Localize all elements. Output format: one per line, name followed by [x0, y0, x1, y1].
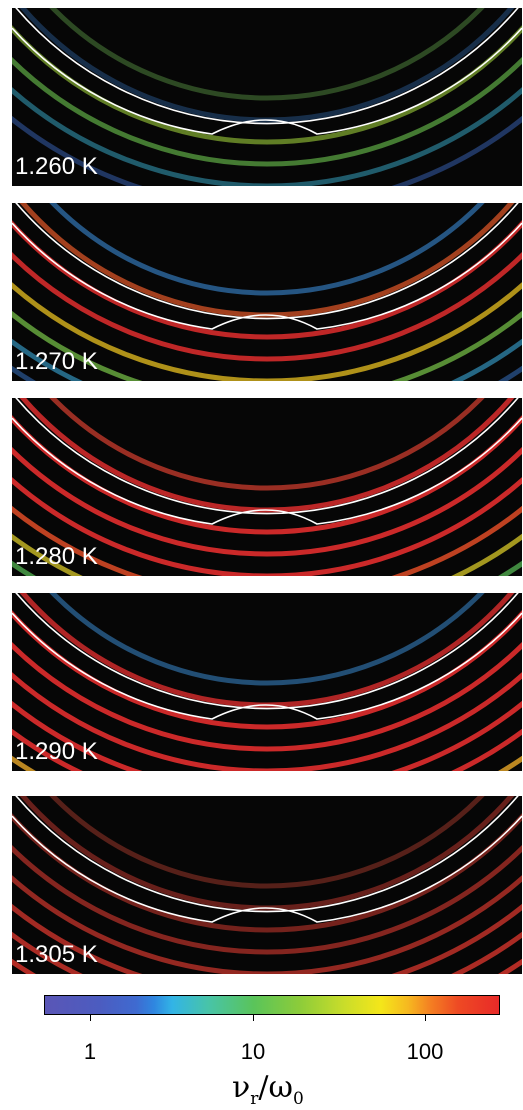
- ring-image: [12, 593, 522, 771]
- image-panel-3: 1.280 K: [12, 398, 522, 576]
- region-outline: [12, 8, 522, 135]
- ring-arc: [49, 593, 485, 686]
- ring-arc: [49, 398, 485, 491]
- image-panel-1: 1.260 K: [12, 8, 522, 186]
- temperature-label: 1.280 K: [15, 543, 98, 570]
- temperature-label: 1.290 K: [15, 738, 98, 765]
- ring-arc: [12, 220, 522, 340]
- ring-arc: [12, 641, 522, 752]
- ring-arc: [19, 203, 515, 318]
- image-panel-4: 1.290 K: [12, 593, 522, 771]
- colorbar-tick: [90, 1015, 91, 1021]
- ring-arc: [12, 844, 522, 955]
- ring-arc: [12, 446, 522, 557]
- region-outline: [12, 398, 522, 525]
- colorbar: [44, 995, 500, 1015]
- ring-image: [12, 796, 522, 974]
- ring-arc: [49, 8, 485, 101]
- colorbar-tick: [253, 1015, 254, 1021]
- ring-arc: [12, 610, 522, 730]
- ring-image: [12, 398, 522, 576]
- region-outline: [12, 796, 522, 923]
- ring-image: [12, 8, 522, 186]
- ring-arc: [19, 8, 515, 123]
- colorbar-tick: [425, 1015, 426, 1021]
- colorbar-title: νr/ω0: [232, 1070, 304, 1109]
- ring-arc: [12, 251, 522, 362]
- region-outline: [12, 203, 522, 330]
- ring-arc: [12, 56, 522, 167]
- image-panel-2: 1.270 K: [12, 203, 522, 381]
- ring-arc: [49, 796, 485, 889]
- image-panel-5: 1.305 K: [12, 796, 522, 974]
- colorbar-tick-label: 100: [406, 1039, 444, 1064]
- colorbar-tick-label: 10: [240, 1039, 266, 1064]
- ring-arc: [12, 25, 522, 145]
- ring-arc: [19, 593, 515, 708]
- ring-image: [12, 203, 522, 381]
- temperature-label: 1.270 K: [15, 348, 98, 375]
- temperature-label: 1.260 K: [15, 153, 98, 180]
- ring-arc: [19, 398, 515, 513]
- ring-arc: [12, 415, 522, 535]
- ring-arc: [49, 203, 485, 296]
- colorbar-tick-label: 1: [83, 1039, 97, 1064]
- temperature-label: 1.305 K: [15, 941, 98, 968]
- ring-arc: [12, 813, 522, 933]
- ring-arc: [19, 796, 515, 911]
- region-outline: [12, 593, 522, 720]
